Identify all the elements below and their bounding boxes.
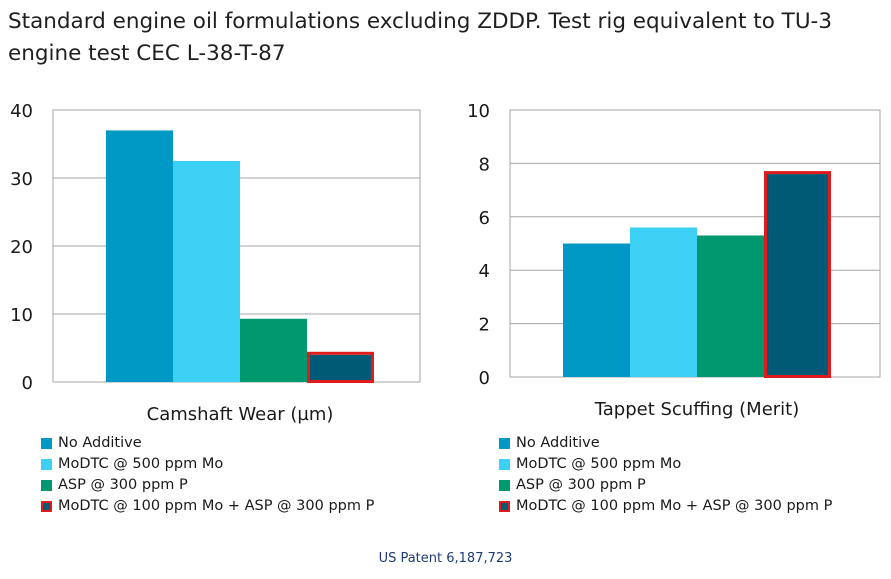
legend-swatch [499,459,510,470]
tappet-y-tick-label: 2 [479,315,490,336]
legend-swatch [41,459,52,470]
legend-camshaft-wear: No Additive MoDTC @ 500 ppm Mo ASP @ 300 p… [40,433,374,517]
legend-item: No Additive [498,433,832,454]
tappet-y-tick-label: 6 [479,208,490,229]
camshaft-x-axis-label: Camshaft Wear (µm) [147,404,334,425]
legend-item: MoDTC @ 100 ppm Mo + ASP @ 300 ppm P [40,496,374,517]
legend-item: MoDTC @ 100 ppm Mo + ASP @ 300 ppm P [498,496,832,517]
legend-item: MoDTC @ 500 ppm Mo [40,454,374,475]
camshaft-bar-4 [307,354,374,382]
camshaft-y-tick-label: 40 [10,101,33,122]
legend-label: ASP @ 300 ppm P [516,477,646,493]
legend-label: No Additive [58,435,142,451]
tappet-y-tick-label: 8 [479,154,490,175]
legend-swatch [499,438,510,449]
legend-item: ASP @ 300 ppm P [498,475,832,496]
tappet-bar-highlight-box [764,171,831,378]
tappet-x-axis-label: Tappet Scuffing (Merit) [594,399,800,420]
legend-swatch [499,501,510,512]
legend-swatch [41,501,52,512]
legend-label: MoDTC @ 500 ppm Mo [516,456,682,472]
legend-item: No Additive [40,433,374,454]
legend-swatch [41,438,52,449]
camshaft-y-tick-label: 0 [22,373,33,394]
camshaft-bar-highlight-box [307,351,374,383]
legend-label: MoDTC @ 500 ppm Mo [58,456,224,472]
patent-footnote: US Patent 6,187,723 [378,551,513,566]
bar-charts: 0 10 20 30 40 Camshaft Wear (µm) 0 2 4 6 8 10 Tappet… [10,101,881,425]
tappet-y-tick-label: 0 [479,368,490,389]
camshaft-y-tick-label: 30 [10,169,33,190]
legend-item: ASP @ 300 ppm P [40,475,374,496]
legend-swatch [41,480,52,491]
legend-swatch [499,480,510,491]
tappet-y-tick-label: 10 [467,101,490,122]
camshaft-bar-3 [240,318,307,382]
tappet-y-tick-label: 4 [479,261,490,282]
legend-item: MoDTC @ 500 ppm Mo [498,454,832,475]
legend-label: ASP @ 300 ppm P [58,477,188,493]
camshaft-bar-1 [106,130,173,382]
legend-label: MoDTC @ 100 ppm Mo + ASP @ 300 ppm P [58,498,375,514]
tappet-bar-4 [764,174,831,377]
slide-title: Standard engine oil formulations excludi… [8,9,832,66]
legend-tappet-scuffing: No Additive MoDTC @ 500 ppm Mo ASP @ 300 p… [498,433,832,517]
camshaft-bar-2 [173,161,240,382]
tappet-bar-3 [697,235,764,377]
legend-label: No Additive [516,435,600,451]
legend-label: MoDTC @ 100 ppm Mo + ASP @ 300 ppm P [516,498,833,514]
camshaft-y-tick-label: 10 [10,305,33,326]
camshaft-y-tick-label: 20 [10,237,33,258]
tappet-bar-1 [563,243,630,377]
tappet-bar-2 [630,227,697,377]
